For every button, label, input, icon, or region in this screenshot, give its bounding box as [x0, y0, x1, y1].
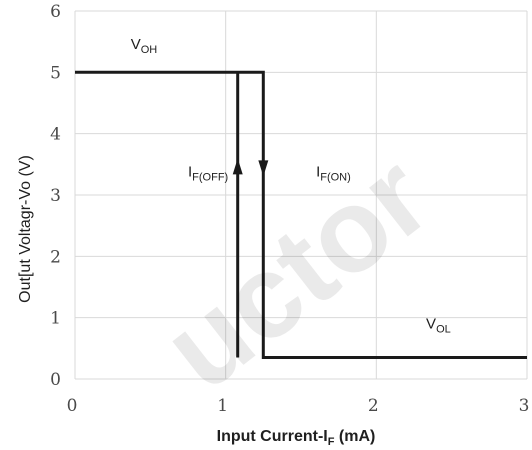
y-tick-label-4: 4 — [50, 125, 61, 145]
y-tick-label-2: 2 — [50, 247, 61, 267]
y-tick-label-3: 3 — [50, 186, 61, 206]
y-axis-title: Out[ut Voltagr-Vo (V) — [17, 155, 34, 303]
annotations: VOH IF(OFF) IF(ON) VOL — [131, 36, 451, 336]
arrow-up-icon — [232, 158, 243, 175]
y-tick-label-0: 0 — [50, 370, 61, 390]
annotation-voh: VOH — [131, 36, 158, 56]
x-tick-label-1: 1 — [217, 396, 228, 416]
watermark: uctor — [140, 130, 454, 416]
series-line-1 — [75, 70, 527, 359]
x-tick-label-2: 2 — [368, 396, 379, 416]
annotation-if-off: IF(OFF) — [188, 164, 228, 184]
direction-arrows — [232, 158, 269, 177]
y-tick-label-6: 6 — [50, 2, 61, 22]
x-axis-title: Input Current-IF (mA) — [217, 428, 376, 448]
y-tick-label-5: 5 — [50, 63, 61, 83]
annotation-vol: VOL — [426, 316, 451, 336]
x-tick-label-0: 0 — [67, 396, 78, 416]
series-lines — [75, 70, 527, 359]
x-tick-label-3: 3 — [519, 396, 530, 416]
arrow-down-icon — [258, 160, 269, 177]
tick-labels: 0 1 2 3 4 5 6 0 1 2 3 — [50, 2, 529, 416]
y-tick-label-1: 1 — [50, 309, 61, 329]
annotation-if-on: IF(ON) — [316, 164, 351, 184]
